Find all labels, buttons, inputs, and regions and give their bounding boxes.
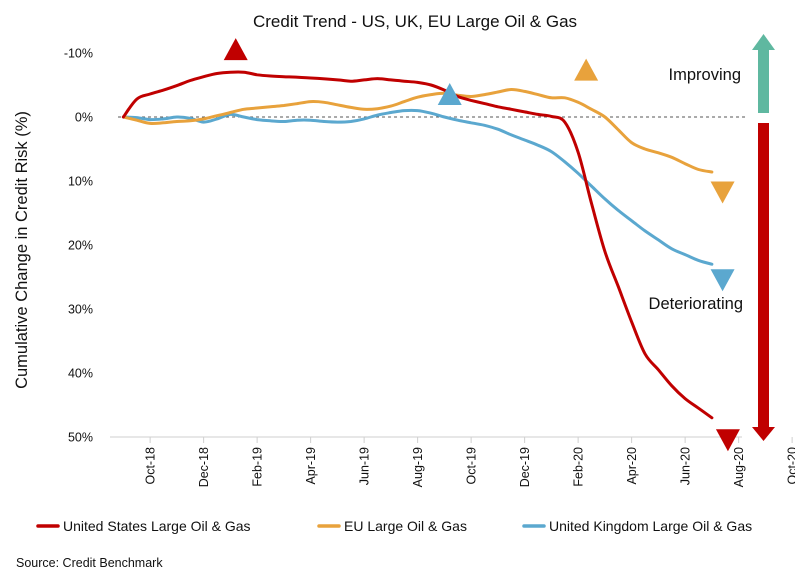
x-tick-label: Aug-19 <box>411 447 425 487</box>
y-tick-label: 40% <box>68 367 93 381</box>
series-layer <box>121 70 714 420</box>
us-series-line <box>121 70 714 420</box>
improving-arrow-head <box>752 34 775 50</box>
x-tick-label: Jun-20 <box>679 447 693 485</box>
deteriorating-arrow <box>752 123 775 441</box>
x-tick-label: Dec-18 <box>197 447 211 487</box>
y-tick-label: 10% <box>68 175 93 189</box>
us-down-marker <box>715 429 740 452</box>
x-tick-label: Apr-20 <box>625 447 639 485</box>
legend-eu: EU Large Oil & Gas <box>317 518 467 534</box>
source-note: Source: Credit Benchmark <box>16 556 163 570</box>
y-tick-label: -10% <box>64 47 93 61</box>
y-tick-label: 20% <box>68 239 93 253</box>
y-axis-label: Cumulative Change in Credit Risk (%) <box>13 111 31 389</box>
deteriorating-label: Deteriorating <box>649 295 743 313</box>
grid-layer <box>110 116 748 438</box>
marker-layer <box>223 38 740 452</box>
improving-arrow-shaft <box>758 50 769 113</box>
x-tick-label: Oct-20 <box>786 447 795 485</box>
deteriorating-arrow-head <box>752 427 775 441</box>
x-tick-label: Feb-19 <box>251 447 265 487</box>
y-tick-label: 30% <box>68 303 93 317</box>
uk-series-line <box>121 108 714 266</box>
legend: United States Large Oil & Gas EU Large Oi… <box>36 518 752 534</box>
y-tick-label: 50% <box>68 431 93 445</box>
uk-up-marker <box>437 82 462 105</box>
x-tick-label: Oct-19 <box>465 447 479 485</box>
x-tick-label: Apr-19 <box>304 447 318 485</box>
uk-down-marker <box>710 269 735 292</box>
legend-label: United Kingdom Large Oil & Gas <box>549 518 752 534</box>
us-peak-up-marker <box>223 38 248 61</box>
eu-down-marker <box>710 181 735 204</box>
deteriorating-arrow-shaft <box>758 123 769 428</box>
legend-us: United States Large Oil & Gas <box>36 518 251 534</box>
improving-label: Improving <box>669 66 741 84</box>
x-tick-labels: Oct-18 Dec-18 Feb-19 Apr-19 Jun-19 Aug-19 Oct-… <box>144 437 795 487</box>
x-tick-label: Oct-18 <box>144 447 158 485</box>
chart-title: Credit Trend - US, UK, EU Large Oil & Ga… <box>253 12 577 31</box>
x-tick-label: Aug-20 <box>732 447 746 487</box>
improving-arrow <box>752 34 775 113</box>
x-tick-label: Jun-19 <box>358 447 372 485</box>
y-tick-label: 0% <box>75 111 93 125</box>
x-tick-label: Feb-20 <box>572 447 586 487</box>
eu-series-line <box>121 87 714 174</box>
legend-uk: United Kingdom Large Oil & Gas <box>522 518 752 534</box>
eu-up-marker <box>574 58 599 81</box>
legend-label: EU Large Oil & Gas <box>344 518 467 534</box>
x-tick-label: Dec-19 <box>518 447 532 487</box>
legend-label: United States Large Oil & Gas <box>63 518 251 534</box>
y-tick-labels: -10% 0% 10% 20% 30% 40% 50% <box>64 47 93 445</box>
